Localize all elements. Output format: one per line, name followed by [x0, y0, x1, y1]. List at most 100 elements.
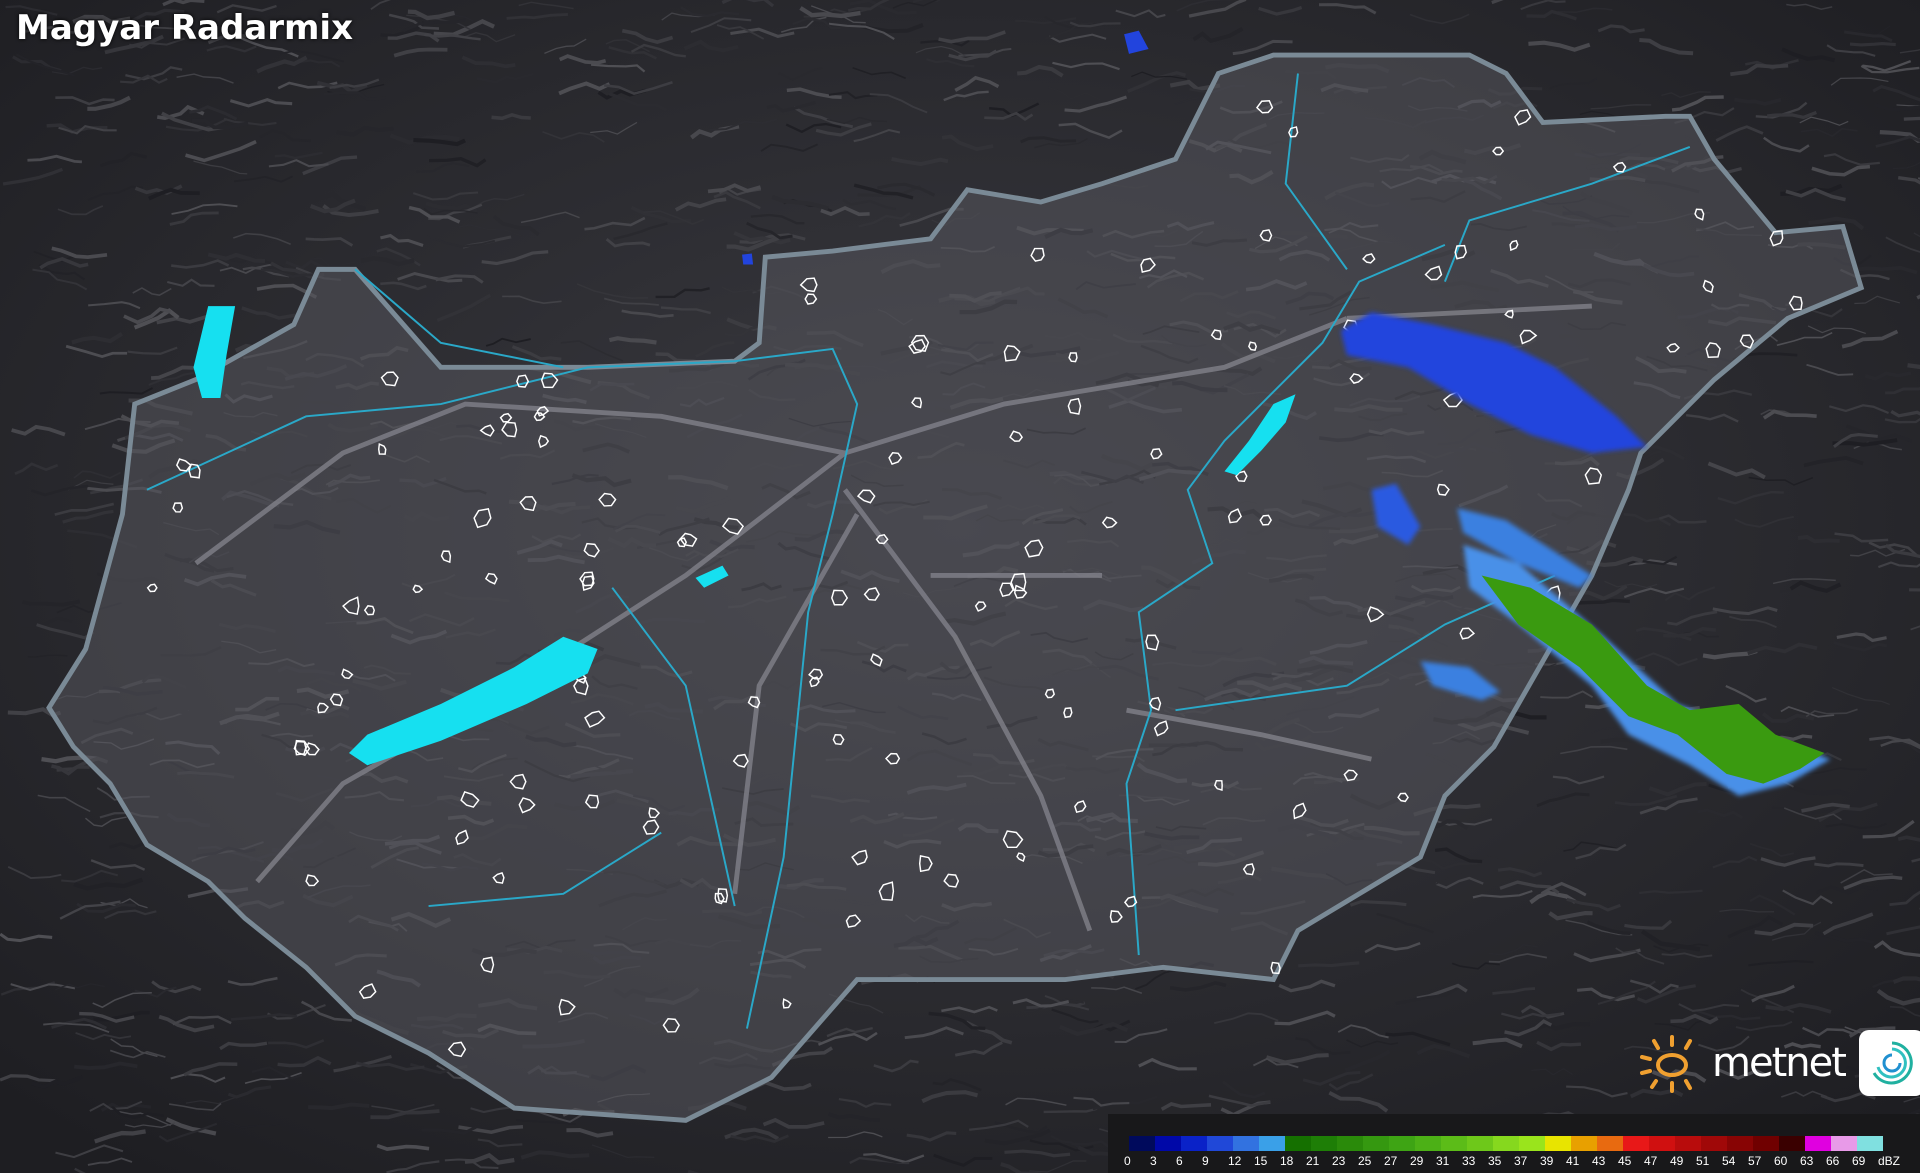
relief-ridge [1349, 899, 1407, 907]
relief-ridge [100, 151, 148, 168]
relief-ridge [1298, 961, 1360, 968]
relief-ridge [87, 185, 143, 201]
relief-ridge [416, 162, 470, 173]
legend-label: 43 [1592, 1154, 1606, 1168]
legend-unit: dBZ [1878, 1154, 1901, 1168]
relief-ridge [1135, 969, 1173, 990]
relief-ridge [380, 21, 426, 38]
legend-label: 33 [1462, 1154, 1476, 1168]
relief-ridge [630, 43, 686, 58]
relief-ridge [1069, 21, 1121, 28]
town-outline [473, 508, 492, 529]
relief-ridge [429, 156, 487, 168]
relief-ridge [1862, 819, 1915, 839]
relief-ridge [762, 1117, 825, 1129]
relief-ridge [1845, 424, 1913, 443]
town-outline [1010, 572, 1027, 592]
town-outline [509, 773, 527, 790]
relief-ridge [380, 233, 424, 247]
town-outline [516, 374, 530, 388]
town-outline [492, 871, 505, 884]
relief-ridge [1841, 329, 1899, 349]
town-outline [1694, 208, 1705, 221]
lake-tisza [1224, 394, 1296, 476]
relief-ridge [1058, 122, 1123, 139]
relief-ridge [1092, 1095, 1158, 1111]
relief-ridge [169, 211, 219, 226]
relief-ridge [511, 345, 562, 361]
town-outline [863, 587, 880, 601]
relief-ridge [1815, 931, 1875, 945]
relief-ridge [1552, 775, 1605, 785]
town-outline [1013, 584, 1028, 599]
legend-label: 57 [1748, 1154, 1762, 1168]
relief-ridge [826, 116, 887, 125]
relief-ridge [90, 859, 146, 871]
relief-ridge [433, 18, 495, 37]
relief-ridge [1624, 919, 1673, 930]
relief-ridge [680, 6, 740, 18]
relief-ridge [1897, 175, 1920, 185]
legend-label: 0 [1124, 1154, 1131, 1168]
relief-ridge [892, 0, 938, 9]
legend-label: 31 [1436, 1154, 1450, 1168]
relief-ridge [724, 1127, 780, 1141]
town-outline [536, 405, 550, 417]
relief-ridge [1557, 7, 1613, 14]
relief-ridge [123, 307, 171, 325]
relief-ridge [1884, 417, 1920, 424]
relief-ridge [1221, 1080, 1266, 1099]
relief-ridge [1789, 580, 1842, 593]
relief-ridge [1763, 136, 1810, 153]
relief-ridge [104, 909, 157, 920]
relief-ridge [1795, 312, 1858, 324]
town-outline [662, 1017, 680, 1033]
town-outline [911, 397, 923, 409]
legend-swatch [1571, 1136, 1597, 1151]
relief-ridge [51, 246, 108, 259]
relief-ridge [1868, 541, 1918, 556]
relief-ridge [51, 1017, 108, 1030]
lake-balaton [348, 636, 598, 766]
town-outline [875, 534, 889, 545]
relief-ridge [1566, 897, 1621, 912]
town-outline [832, 734, 845, 746]
relief-ridge [308, 1102, 370, 1111]
relief-ridge [502, 295, 562, 304]
town-outline [447, 1041, 467, 1058]
relief-ridge [1850, 548, 1906, 557]
relief-ridge [428, 203, 483, 221]
relief-ridge [780, 16, 827, 33]
legend-label: 39 [1540, 1154, 1554, 1168]
relief-ridge [1577, 987, 1636, 1002]
relief-ridge [1712, 606, 1778, 616]
town-outline [1362, 253, 1376, 264]
relief-ridge [380, 281, 427, 291]
radar-echo-moderate [1481, 575, 1825, 784]
legend-label: 3 [1150, 1154, 1157, 1168]
legend-label: 60 [1774, 1154, 1788, 1168]
relief-ridge [1528, 40, 1591, 52]
legend-swatch [1857, 1136, 1883, 1151]
relief-ridge [1734, 97, 1782, 106]
relief-ridge [560, 340, 624, 362]
relief-ridge [1832, 438, 1898, 447]
relief-ridge [185, 140, 257, 163]
relief-ridge [1822, 912, 1874, 936]
relief-ridge [1719, 909, 1775, 913]
town-outline [1459, 627, 1476, 640]
relief-ridge [259, 129, 311, 143]
legend-swatch [1753, 1136, 1779, 1151]
relief-ridge [274, 151, 323, 160]
relief-ridge [1492, 987, 1536, 995]
town-outline [878, 881, 895, 901]
town-outline [1519, 329, 1538, 345]
relief-ridge [397, 272, 463, 283]
relief-ridge [566, 1128, 614, 1138]
town-outline [1769, 230, 1784, 247]
relief-ridge [493, 215, 540, 236]
relief-ridge [1004, 1149, 1071, 1158]
relief-ridge [168, 1102, 222, 1111]
town-outline [642, 819, 660, 835]
